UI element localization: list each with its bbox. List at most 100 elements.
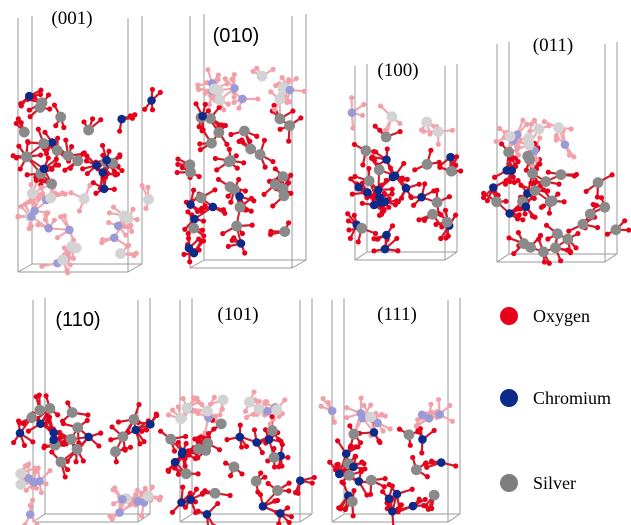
oxygen-atom: [233, 153, 239, 159]
oxygen-atom: [270, 203, 276, 209]
chromium-atom: [230, 83, 239, 93]
oxygen-atom: [262, 427, 269, 433]
silver-atom: [553, 122, 565, 134]
chromium-atom: [146, 419, 155, 429]
oxygen-atom: [536, 236, 542, 242]
oxygen-atom: [285, 454, 291, 461]
oxygen-atom: [195, 86, 202, 93]
oxygen-atom: [553, 137, 559, 143]
chromium-atom: [238, 94, 247, 104]
silver-atom: [363, 175, 375, 187]
oxygen-atom: [113, 459, 119, 465]
oxygen-atom: [353, 444, 359, 450]
oxygen-atom: [65, 400, 71, 406]
oxygen-atom: [282, 397, 288, 403]
oxygen-atom: [507, 179, 513, 185]
silver-atom: [277, 183, 289, 194]
oxygen-atom: [415, 421, 421, 428]
oxygen-atom: [384, 146, 390, 152]
oxygen-atom: [38, 489, 44, 496]
oxygen-atom: [185, 231, 191, 237]
oxygen-atom: [433, 221, 439, 227]
oxygen-atom: [531, 117, 538, 123]
oxygen-atom: [42, 216, 48, 223]
oxygen-atom: [231, 94, 237, 100]
oxygen-atom: [41, 445, 47, 451]
oxygen-atom: [262, 474, 268, 480]
oxygen-atom: [520, 217, 526, 223]
oxygen-atom: [215, 72, 222, 78]
panel-110: (110): [11, 298, 164, 525]
oxygen-atom: [18, 120, 24, 126]
chromium-atom: [354, 477, 364, 486]
legend-item-oxygen: Oxygen: [500, 306, 590, 326]
oxygen-atom: [139, 428, 145, 434]
oxygen-atom: [249, 222, 255, 228]
silver-atom: [57, 254, 69, 266]
panel-label-111: (111): [377, 304, 417, 325]
oxygen-atom: [424, 464, 430, 470]
oxygen-atom: [73, 459, 79, 465]
oxygen-atom: [175, 161, 181, 167]
oxygen-atom: [139, 513, 145, 519]
chromium-atom: [401, 183, 411, 193]
oxygen-atom: [106, 219, 112, 226]
oxygen-atom: [156, 497, 163, 503]
oxygen-atom: [421, 128, 427, 134]
oxygen-atom: [251, 389, 257, 395]
silver-atom: [215, 418, 227, 430]
silver-atom: [277, 171, 289, 182]
cell-line: [291, 259, 307, 269]
oxygen-atom: [239, 138, 246, 145]
oxygen-atom: [380, 428, 386, 434]
oxygen-atom: [38, 184, 44, 191]
oxygen-atom: [24, 463, 30, 469]
cell-line: [127, 263, 143, 273]
oxygen-atom: [62, 191, 68, 197]
silver-atom: [205, 112, 216, 124]
silver-atom: [214, 94, 226, 106]
silver-atom: [143, 193, 154, 205]
chromium-atom: [374, 185, 383, 195]
oxygen-atom: [344, 405, 350, 411]
oxygen-atom: [573, 171, 580, 178]
chromium-atom: [202, 510, 212, 519]
oxygen-atom: [558, 258, 564, 264]
oxygen-atom: [36, 392, 42, 398]
chromium-atom: [99, 184, 109, 194]
oxygen-atom: [54, 235, 61, 241]
oxygen-atom: [171, 448, 178, 454]
chromium-atom: [258, 502, 268, 511]
oxygen-atom: [22, 522, 28, 525]
oxygen-atom: [398, 195, 405, 201]
silver-atom: [223, 156, 235, 168]
chromium-atom: [347, 108, 357, 118]
oxygen-atom: [416, 496, 422, 502]
oxygen-atom: [410, 454, 416, 461]
oxygen-atom: [205, 67, 211, 73]
silver-atom: [250, 475, 262, 487]
oxygen-atom: [85, 412, 91, 418]
chromium-atom: [369, 200, 379, 210]
silver-atom: [206, 137, 217, 149]
oxygen-atom: [516, 212, 522, 218]
oxygen-atom: [58, 214, 64, 220]
oxygen-atom: [428, 458, 435, 464]
silver-atom: [70, 242, 82, 254]
oxygen-atom: [251, 427, 258, 433]
cell-line: [137, 513, 151, 523]
oxygen-atom: [358, 395, 364, 401]
oxygen-atom: [268, 89, 274, 95]
oxygen-atom: [515, 152, 522, 158]
oxygen-atom: [515, 230, 522, 236]
oxygen-atom: [346, 227, 352, 233]
chromium-atom: [327, 406, 337, 416]
oxygen-atom: [394, 235, 400, 242]
oxygen-atom: [351, 141, 358, 148]
silver-atom: [356, 222, 368, 234]
oxygen-atom: [55, 412, 61, 418]
oxygen-atom: [109, 424, 115, 430]
oxygen-atom: [228, 199, 234, 205]
oxygen-atom: [496, 125, 503, 132]
oxygen-atom: [511, 179, 517, 185]
